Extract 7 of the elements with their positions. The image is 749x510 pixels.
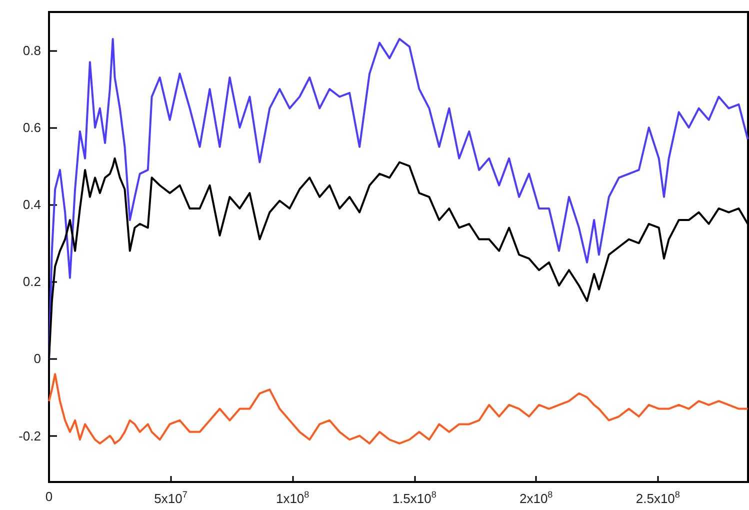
y-tick-label: 0.2 [22,274,41,290]
y-tick-label: 0.8 [22,43,41,58]
y-tick-label: 0.4 [22,197,41,212]
y-tick-label: -0.2 [18,428,41,444]
y-tick-label: 0 [34,351,41,366]
x-tick-label: 0 [45,489,53,504]
y-tick-label: 0.6 [22,120,41,136]
